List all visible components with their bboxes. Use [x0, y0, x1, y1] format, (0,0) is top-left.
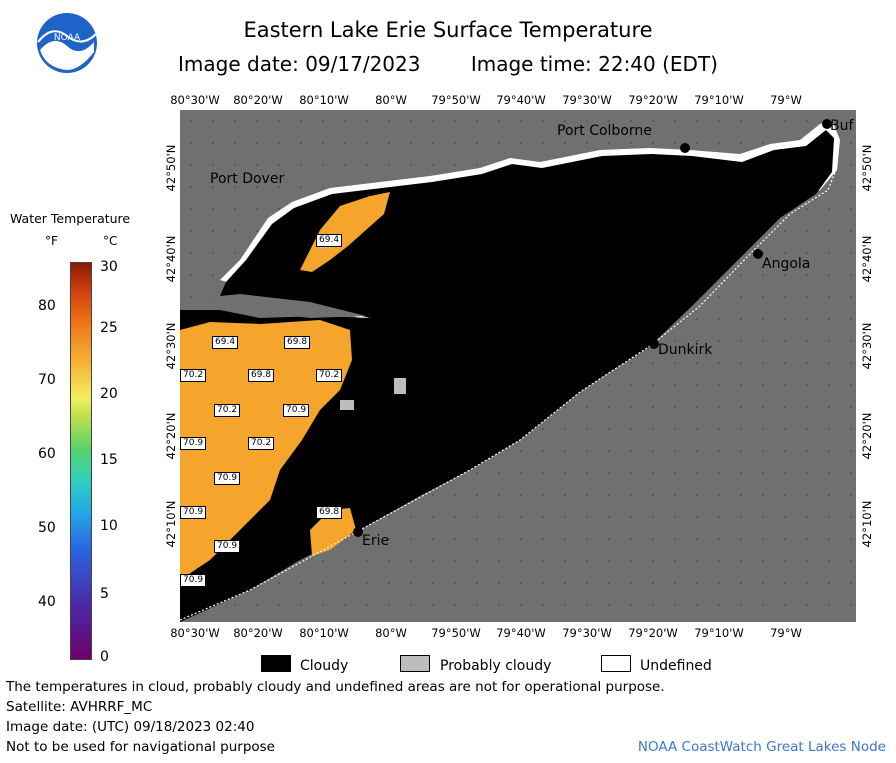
- temperature-label: 70.9: [283, 404, 310, 417]
- city-label: Erie: [362, 533, 390, 549]
- credit: NOAA CoastWatch Great Lakes Node: [637, 739, 886, 755]
- image-subtitle: Image date: 09/17/2023 Image time: 22:40…: [0, 52, 896, 76]
- lake-temperature-map: [180, 110, 856, 622]
- temperature-label: 70.2: [248, 437, 275, 450]
- lat-tick: 42°40'N: [860, 235, 874, 283]
- f-tick: 60: [38, 446, 56, 462]
- probably-cloudy-swatch: [400, 655, 430, 672]
- f-tick: 50: [38, 520, 56, 536]
- lon-tick: 79°10'W: [694, 626, 744, 640]
- temperature-label: 69.4: [212, 336, 239, 349]
- satellite: Satellite: AVHRRF_MC: [6, 699, 153, 715]
- temperature-label: 70.9: [180, 506, 207, 519]
- lon-tick: 79°40'W: [496, 93, 546, 107]
- lat-tick: 42°10'N: [860, 500, 874, 548]
- image-time: Image time: 22:40 (EDT): [470, 52, 718, 76]
- lon-tick: 80°20'W: [233, 626, 283, 640]
- lon-tick: 79°20'W: [628, 626, 678, 640]
- temperature-label: 69.8: [316, 506, 343, 519]
- cloudy-label: Cloudy: [300, 658, 349, 674]
- temperature-label: 70.2: [180, 369, 207, 382]
- temperature-label: 70.2: [316, 369, 343, 382]
- c-tick: 0: [100, 649, 109, 665]
- city-label: Angola: [762, 256, 811, 272]
- image-date: Image date: 09/17/2023: [178, 52, 421, 76]
- f-tick: 80: [38, 298, 56, 314]
- c-tick: 5: [100, 586, 109, 602]
- temperature-label: 69.4: [316, 234, 343, 247]
- c-tick: 30: [100, 259, 118, 275]
- lon-tick: 80°20'W: [233, 93, 283, 107]
- temperature-label: 69.8: [248, 369, 275, 382]
- temperature-label: 70.9: [214, 472, 241, 485]
- temperature-colorbar: [70, 262, 92, 660]
- lat-tick: 42°40'N: [164, 235, 178, 283]
- lon-tick: 79°50'W: [431, 93, 481, 107]
- city-label: Port Colborne: [557, 123, 652, 139]
- nav-warning: Not to be used for navigational purpose: [6, 739, 275, 755]
- lon-tick: 79°W: [770, 93, 802, 107]
- c-tick: 15: [100, 452, 118, 468]
- undefined-label: Undefined: [640, 658, 712, 674]
- noaa-logo-text: NOAA: [54, 33, 81, 43]
- temperature-label: 70.9: [180, 574, 207, 587]
- lon-tick: 79°W: [770, 626, 802, 640]
- lon-tick: 80°30'W: [170, 626, 220, 640]
- lon-tick: 79°50'W: [431, 626, 481, 640]
- lon-tick: 79°20'W: [628, 93, 678, 107]
- c-tick: 10: [100, 518, 118, 534]
- lat-tick: 42°50'N: [860, 144, 874, 192]
- unit-fahrenheit: °F: [45, 234, 58, 248]
- lon-tick: 80°W: [375, 626, 407, 640]
- temperature-label: 70.9: [214, 540, 241, 553]
- lon-tick: 80°W: [375, 93, 407, 107]
- lat-tick: 42°10'N: [164, 500, 178, 548]
- c-tick: 25: [100, 320, 118, 336]
- utc-date: Image date: (UTC) 09/18/2023 02:40: [6, 719, 255, 735]
- temperature-label: 69.8: [284, 336, 311, 349]
- lon-tick: 79°10'W: [694, 93, 744, 107]
- city-label: Buf: [830, 118, 854, 134]
- lat-tick: 42°20'N: [860, 412, 874, 460]
- c-tick: 20: [100, 386, 118, 402]
- temperature-label: 70.2: [214, 404, 241, 417]
- unit-celsius: °C: [103, 234, 118, 248]
- lon-tick: 80°10'W: [299, 93, 349, 107]
- lon-tick: 79°30'W: [562, 93, 612, 107]
- cloudy-area: [180, 130, 834, 622]
- f-tick: 40: [38, 594, 56, 610]
- page-title: Eastern Lake Erie Surface Temperature: [243, 18, 653, 42]
- lon-tick: 79°40'W: [496, 626, 546, 640]
- lon-tick: 80°30'W: [170, 93, 220, 107]
- f-tick: 70: [38, 372, 56, 388]
- lat-tick: 42°50'N: [164, 144, 178, 192]
- lat-tick: 42°30'N: [860, 322, 874, 370]
- noaa-logo: NOAA: [37, 13, 97, 73]
- city-label: Port Dover: [210, 171, 285, 187]
- lon-tick: 80°10'W: [299, 626, 349, 640]
- city-label: Dunkirk: [658, 342, 713, 358]
- lat-tick: 42°20'N: [164, 412, 178, 460]
- temperature-label: 70.9: [180, 437, 207, 450]
- lat-tick: 42°30'N: [164, 322, 178, 370]
- lon-tick: 79°30'W: [562, 626, 612, 640]
- warm-water: [180, 192, 390, 580]
- probably-cloudy-label: Probably cloudy: [440, 658, 552, 674]
- legend-title: Water Temperature: [10, 211, 131, 226]
- undefined-swatch: [601, 655, 631, 672]
- disclaimer: The temperatures in cloud, probably clou…: [6, 679, 665, 695]
- cloudy-swatch: [261, 655, 291, 672]
